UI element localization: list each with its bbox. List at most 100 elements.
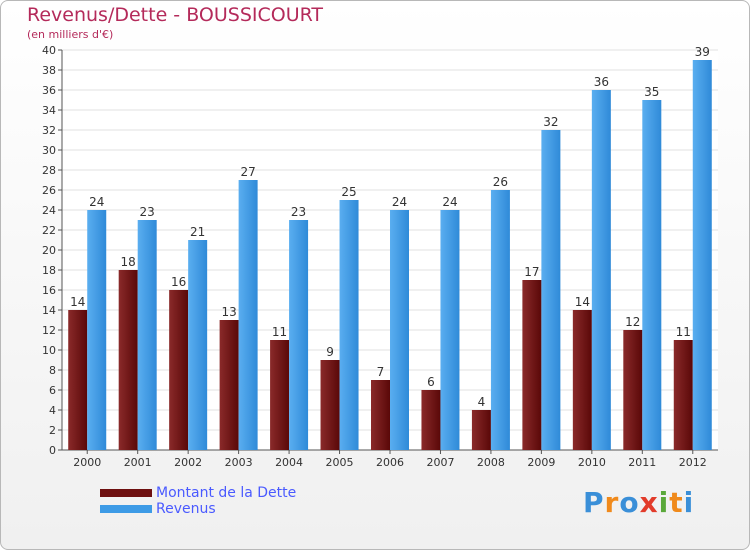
data-label-revenus: 36: [594, 75, 609, 89]
data-label-dette: 9: [326, 345, 334, 359]
bar-dette: [421, 390, 441, 450]
bar-revenus: [87, 210, 107, 450]
bar-dette: [673, 340, 693, 450]
data-label-dette: 16: [171, 275, 186, 289]
x-tick-label: 2000: [73, 456, 101, 469]
data-label-revenus: 35: [644, 85, 659, 99]
data-label-dette: 11: [676, 325, 691, 339]
y-tick-label: 38: [42, 64, 56, 77]
y-tick-label: 20: [42, 244, 56, 257]
bar-dette: [270, 340, 290, 450]
y-tick-label: 10: [42, 344, 56, 357]
x-tick-label: 2007: [426, 456, 454, 469]
logo-letter: i: [658, 486, 670, 519]
data-label-dette: 7: [377, 365, 385, 379]
bar-revenus: [642, 100, 662, 450]
y-tick-label: 14: [42, 304, 56, 317]
data-label-dette: 18: [121, 255, 136, 269]
bar-dette: [118, 270, 138, 450]
bar-dette: [169, 290, 189, 450]
data-label-dette: 14: [70, 295, 85, 309]
y-tick-label: 36: [42, 84, 56, 97]
y-tick-label: 28: [42, 164, 56, 177]
bar-revenus: [440, 210, 460, 450]
data-label-revenus: 27: [240, 165, 255, 179]
logo-letter: P: [583, 486, 605, 519]
y-tick-label: 32: [42, 124, 56, 137]
bar-revenus: [238, 180, 258, 450]
logo-letter: o: [619, 486, 640, 519]
data-label-dette: 4: [478, 395, 486, 409]
y-tick-label: 8: [49, 364, 56, 377]
logo-letter: x: [639, 486, 659, 519]
data-label-revenus: 21: [190, 225, 205, 239]
y-tick-label: 30: [42, 144, 56, 157]
y-tick-label: 12: [42, 324, 56, 337]
logo-letter: t: [669, 486, 684, 519]
y-tick-label: 0: [49, 444, 56, 457]
data-label-revenus: 24: [89, 195, 104, 209]
data-label-revenus: 23: [291, 205, 306, 219]
x-tick-label: 2001: [124, 456, 152, 469]
bar-dette: [572, 310, 592, 450]
y-tick-label: 18: [42, 264, 56, 277]
y-tick-label: 16: [42, 284, 56, 297]
bar-revenus: [692, 60, 712, 450]
y-tick-label: 34: [42, 104, 56, 117]
data-label-revenus: 24: [392, 195, 407, 209]
data-label-revenus: 26: [493, 175, 508, 189]
bar-revenus: [390, 210, 409, 450]
logo-letter: i: [683, 486, 695, 519]
bar-dette: [320, 360, 340, 450]
x-tick-label: 2012: [679, 456, 707, 469]
bar-revenus: [339, 200, 359, 450]
x-tick-label: 2008: [477, 456, 505, 469]
chart-title: Revenus/Dette - BOUSSICOURT: [27, 4, 324, 26]
y-tick-label: 40: [42, 44, 56, 57]
legend-swatch-revenus: [100, 505, 152, 513]
x-tick-label: 2009: [527, 456, 555, 469]
legend-label-revenus: Revenus: [156, 501, 216, 517]
proxiti-logo: Proxiti: [583, 486, 694, 519]
bar-dette: [522, 280, 542, 450]
y-tick-label: 22: [42, 224, 56, 237]
bar-dette: [371, 380, 390, 450]
data-label-dette: 11: [272, 325, 287, 339]
data-label-dette: 6: [427, 375, 435, 389]
y-tick-label: 24: [42, 204, 56, 217]
x-tick-label: 2011: [628, 456, 656, 469]
bar-revenus: [591, 90, 611, 450]
bar-dette: [623, 330, 643, 450]
data-label-revenus: 32: [543, 115, 558, 129]
data-label-revenus: 25: [341, 185, 356, 199]
x-tick-label: 2004: [275, 456, 303, 469]
chart-subtitle: (en milliers d'€): [27, 28, 114, 41]
bar-revenus: [490, 190, 510, 450]
x-tick-label: 2010: [578, 456, 606, 469]
data-label-dette: 12: [625, 315, 640, 329]
data-label-dette: 14: [575, 295, 590, 309]
data-label-revenus: 24: [442, 195, 457, 209]
bar-revenus: [137, 220, 157, 450]
data-label-revenus: 23: [140, 205, 155, 219]
bar-revenus: [289, 220, 309, 450]
logo-letter: r: [604, 486, 620, 519]
y-tick-label: 6: [49, 384, 56, 397]
y-tick-label: 4: [49, 404, 56, 417]
data-label-revenus: 39: [695, 45, 710, 59]
data-label-dette: 17: [524, 265, 539, 279]
bar-dette: [219, 320, 239, 450]
data-label-dette: 13: [221, 305, 236, 319]
bar-revenus: [541, 130, 561, 450]
x-tick-label: 2006: [376, 456, 404, 469]
legend-label-dette: Montant de la Dette: [156, 485, 297, 501]
bar-dette: [68, 310, 88, 450]
x-tick-label: 2002: [174, 456, 202, 469]
x-tick-label: 2005: [326, 456, 354, 469]
bar-revenus: [188, 240, 208, 450]
bar-dette: [471, 410, 491, 450]
y-tick-label: 2: [49, 424, 56, 437]
y-tick-label: 26: [42, 184, 56, 197]
legend-swatch-dette: [100, 489, 152, 497]
